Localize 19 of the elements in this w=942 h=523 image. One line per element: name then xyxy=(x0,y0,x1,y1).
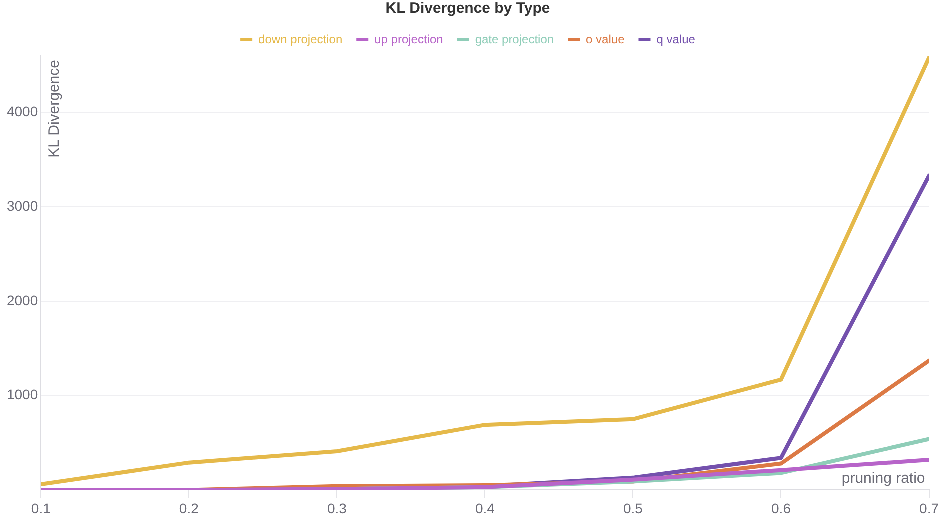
x-tick-label: 0.5 xyxy=(623,500,644,516)
legend-label: up projection xyxy=(374,32,444,46)
x-tick-label: 0.6 xyxy=(772,500,792,516)
y-axis-title: KL Divergence xyxy=(46,60,63,158)
legend-label: down projection xyxy=(258,32,343,46)
legend-label: o value xyxy=(586,32,626,46)
y-tick-label: 2000 xyxy=(6,292,38,308)
y-tick-label: 3000 xyxy=(6,198,38,214)
x-axis-title: pruning ratio xyxy=(842,470,926,487)
legend-label: gate projection xyxy=(475,32,554,46)
y-tick-label: 4000 xyxy=(6,103,38,120)
x-tick-label: 0.7 xyxy=(920,500,940,516)
x-tick-label: 0.4 xyxy=(475,500,496,516)
legend-label: q value xyxy=(656,32,696,46)
x-tick-label: 0.3 xyxy=(327,500,348,516)
y-tick-label: 1000 xyxy=(6,386,38,403)
chart-title: KL Divergence by Type xyxy=(386,0,550,18)
x-tick-label: 0.1 xyxy=(31,500,52,516)
x-tick-label: 0.2 xyxy=(179,500,200,516)
